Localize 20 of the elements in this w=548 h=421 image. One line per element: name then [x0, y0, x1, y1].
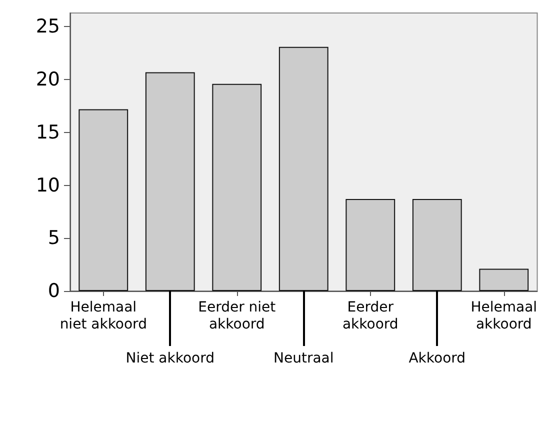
- y-tick-label: 15: [36, 121, 60, 144]
- x-tick-label: Niet akkoord: [126, 350, 215, 366]
- bar: [278, 46, 328, 291]
- x-tick-label: Eerder akkoord: [342, 300, 398, 332]
- bar: [479, 268, 529, 291]
- x-tick-label: Helemaal akkoord: [470, 300, 538, 332]
- bar: [78, 109, 128, 291]
- y-tick-label: 0: [48, 280, 60, 302]
- bar: [145, 72, 195, 291]
- x-tick-label: Eerder niet akkoord: [198, 300, 276, 332]
- x-tick-label: Neutraal: [274, 350, 334, 366]
- bar: [412, 199, 462, 291]
- y-tick-label: 25: [36, 16, 60, 38]
- y-tick-label: 20: [36, 68, 60, 91]
- x-tick-label: Helemaal niet akkoord: [60, 300, 147, 332]
- x-tick-label: Akkoord: [408, 350, 466, 366]
- y-tick-label: 5: [48, 227, 60, 250]
- bar: [212, 84, 262, 291]
- bar: [346, 199, 396, 291]
- y-tick-label: 10: [36, 174, 60, 196]
